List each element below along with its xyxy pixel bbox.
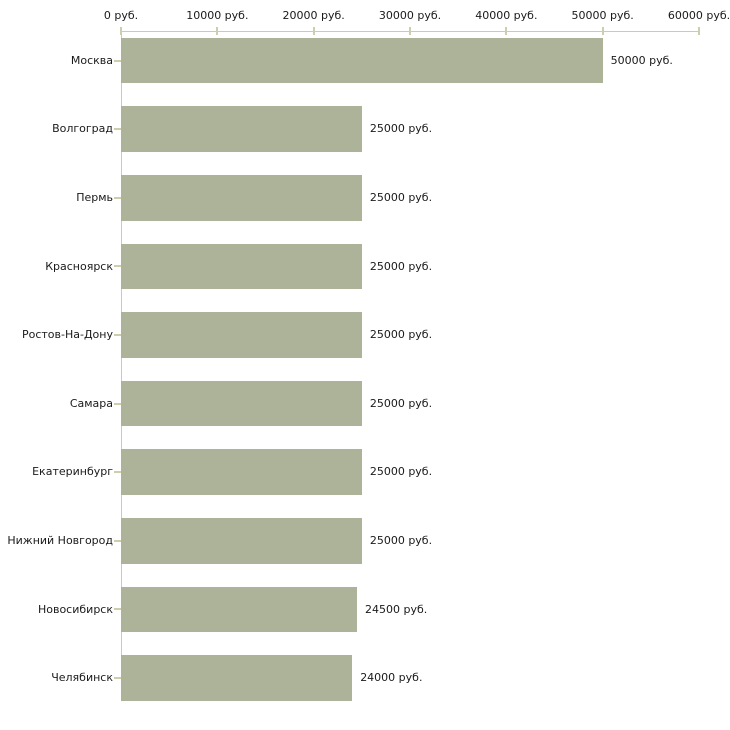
bar-row: Ростов-На-Дону 25000 руб. [0, 312, 730, 358]
x-axis-tick-mark [120, 27, 122, 35]
value-label: 25000 руб. [369, 122, 433, 136]
value-label: 25000 руб. [369, 533, 433, 547]
x-axis-tick-label: 20000 руб. [282, 9, 345, 22]
x-axis-tick-mark [312, 27, 315, 35]
bar-7 [121, 449, 362, 496]
bar-row: Красноярск 25000 руб. [0, 243, 730, 290]
x-axis-tick-label: 50000 руб. [571, 9, 634, 22]
y-axis-tick-mark [114, 128, 121, 131]
bar-9 [121, 586, 358, 633]
bar-4 [121, 243, 362, 290]
value-label: 25000 руб. [369, 328, 433, 342]
value-label: 50000 руб. [610, 53, 673, 67]
bar-3 [121, 174, 362, 221]
bar-row: Новосибирск 24500 руб. [0, 586, 730, 633]
y-axis-tick-mark [114, 265, 121, 268]
y-axis-line [121, 31, 122, 700]
bar-6 [121, 380, 362, 427]
y-axis-tick-mark [114, 333, 121, 336]
category-label: Самара [69, 396, 113, 410]
bar-row: Челябинск 24000 руб. [0, 655, 730, 701]
value-label: 25000 руб. [369, 259, 433, 273]
bar-8 [121, 517, 362, 564]
y-axis-tick-mark [114, 59, 121, 62]
y-axis-tick-mark [114, 196, 121, 199]
value-label: 25000 руб. [369, 465, 433, 479]
x-axis-tick-mark [505, 27, 508, 35]
y-axis-tick-mark [114, 676, 121, 679]
bar-1 [121, 37, 603, 84]
x-axis-tick-label: 60000 руб. [667, 9, 730, 22]
x-axis-tick-label: 10000 руб. [186, 9, 249, 22]
bar-row: Нижний Новгород 25000 руб. [0, 517, 730, 564]
category-label: Красноярск [45, 259, 113, 273]
bar-row: Волгоград 25000 руб. [0, 106, 730, 153]
bar-2 [121, 106, 362, 153]
value-label: 24500 руб. [365, 602, 428, 616]
category-label: Москва [70, 53, 113, 67]
y-axis-tick-mark [114, 539, 121, 542]
bar-row: Пермь 25000 руб. [0, 174, 730, 221]
bar-row: Екатеринбург 25000 руб. [0, 449, 730, 496]
value-label: 24000 руб. [360, 671, 423, 685]
category-label: Новосибирск [37, 602, 113, 616]
value-label: 25000 руб. [369, 396, 433, 410]
category-label: Челябинск [51, 671, 113, 685]
category-label: Ростов-На-Дону [21, 328, 113, 342]
x-axis-tick-mark [409, 27, 411, 35]
y-axis-tick-mark [114, 471, 121, 474]
x-axis-tick-mark [216, 27, 219, 35]
x-axis-tick-label: 30000 руб. [378, 9, 442, 22]
x-axis-tick-mark [601, 27, 604, 35]
x-axis-tick-label: 0 руб. [103, 9, 139, 22]
y-axis-tick-mark [114, 402, 121, 405]
category-label: Волгоград [52, 122, 113, 136]
category-label: Нижний Новгород [7, 533, 113, 547]
bar-row: Самара 25000 руб. [0, 380, 730, 427]
bar-10 [121, 655, 353, 701]
category-label: Екатеринбург [32, 465, 113, 479]
x-axis-tick-mark [698, 27, 700, 35]
bar-5 [121, 312, 362, 358]
value-label: 25000 руб. [369, 190, 433, 204]
y-axis-tick-mark [114, 608, 121, 611]
bar-row: Москва 50000 руб. [0, 37, 730, 84]
category-label: Пермь [76, 190, 113, 204]
x-axis-tick-label: 40000 руб. [475, 9, 538, 22]
